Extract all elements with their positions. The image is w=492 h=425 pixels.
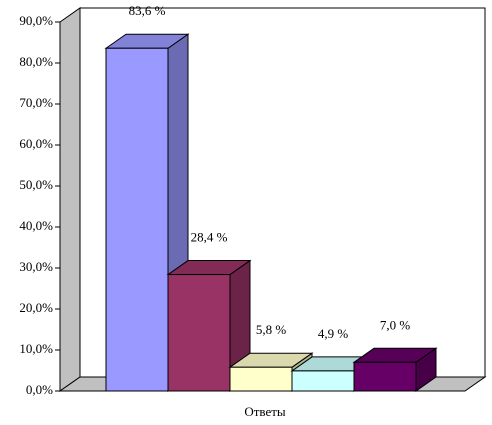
value-label: 83,6 % [129,3,166,18]
y-tick-label: 70,0% [19,95,53,110]
bar [352,347,438,392]
bar-front [291,370,355,392]
bar-front [229,366,293,392]
bar-front [105,47,169,392]
y-tick-label: 90,0% [19,13,53,28]
y-tick-label: 80,0% [19,54,53,69]
y-tick-label: 0,0% [26,382,53,397]
y-tick-label: 60,0% [19,136,53,151]
bar-front [167,274,231,392]
value-label: 28,4 % [191,230,228,245]
y-tick-label: 10,0% [19,341,53,356]
bar-front [353,361,417,392]
y-tick-label: 20,0% [19,300,53,315]
y-tick-label: 50,0% [19,177,53,192]
value-label: 4,9 % [318,326,349,341]
value-label: 7,0 % [380,317,411,332]
y-tick-label: 40,0% [19,218,53,233]
y-tick-label: 30,0% [19,259,53,274]
x-tick-label: Ответы [244,404,286,419]
value-label: 5,8 % [256,322,287,337]
side-wall [59,7,81,392]
